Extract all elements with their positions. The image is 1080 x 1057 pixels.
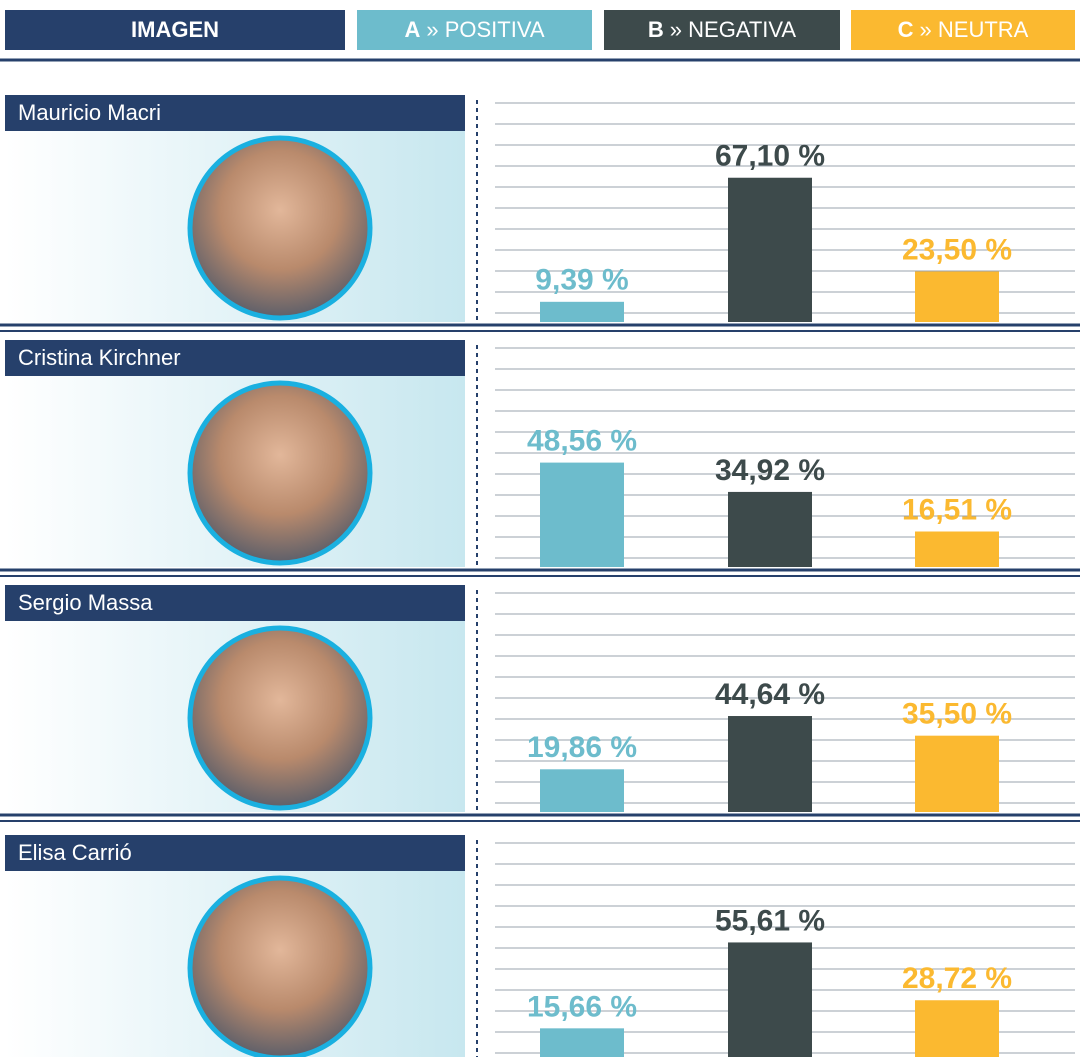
- bar: [915, 532, 999, 567]
- value-label: 35,50 %: [902, 698, 1012, 731]
- candidate-name: Elisa Carrió: [18, 840, 132, 865]
- bar: [728, 178, 812, 322]
- legend-key: C: [898, 17, 914, 42]
- value-label: 16,51 %: [902, 493, 1012, 526]
- legend-entry: A» POSITIVA: [404, 17, 544, 42]
- bar: [915, 271, 999, 322]
- value-label: 15,66 %: [527, 990, 637, 1023]
- infographic: IMAGEN A» POSITIVA B» NEGATIVA C» NEUTRA Ma…: [0, 0, 1080, 1057]
- value-label: 67,10 %: [715, 140, 825, 173]
- legend-key: A: [404, 17, 420, 42]
- value-label: 55,61 %: [715, 904, 825, 937]
- legend-label: » POSITIVA: [426, 17, 545, 42]
- bar: [540, 463, 624, 567]
- bar: [540, 1028, 624, 1057]
- value-label: 34,92 %: [715, 454, 825, 487]
- photo: [190, 138, 370, 318]
- bar: [540, 302, 624, 322]
- bar: [728, 942, 812, 1057]
- candidate-name: Mauricio Macri: [18, 100, 161, 125]
- legend-entry: B» NEGATIVA: [648, 17, 797, 42]
- bar: [915, 1000, 999, 1057]
- bar: [915, 736, 999, 812]
- bar: [540, 769, 624, 812]
- value-label: 28,72 %: [902, 962, 1012, 995]
- bar: [728, 492, 812, 567]
- legend-label: » NEGATIVA: [670, 17, 797, 42]
- candidate-name: Cristina Kirchner: [18, 345, 181, 370]
- photo: [190, 628, 370, 808]
- photo: [190, 383, 370, 563]
- legend-label: » NEUTRA: [920, 17, 1029, 42]
- value-label: 19,86 %: [527, 731, 637, 764]
- legend-key: B: [648, 17, 664, 42]
- value-label: 44,64 %: [715, 678, 825, 711]
- legend-title: IMAGEN: [131, 17, 219, 42]
- bar: [728, 716, 812, 812]
- value-label: 23,50 %: [902, 233, 1012, 266]
- value-label: 9,39 %: [535, 264, 628, 297]
- photo: [190, 878, 370, 1057]
- value-label: 48,56 %: [527, 425, 637, 458]
- candidate-name: Sergio Massa: [18, 590, 153, 615]
